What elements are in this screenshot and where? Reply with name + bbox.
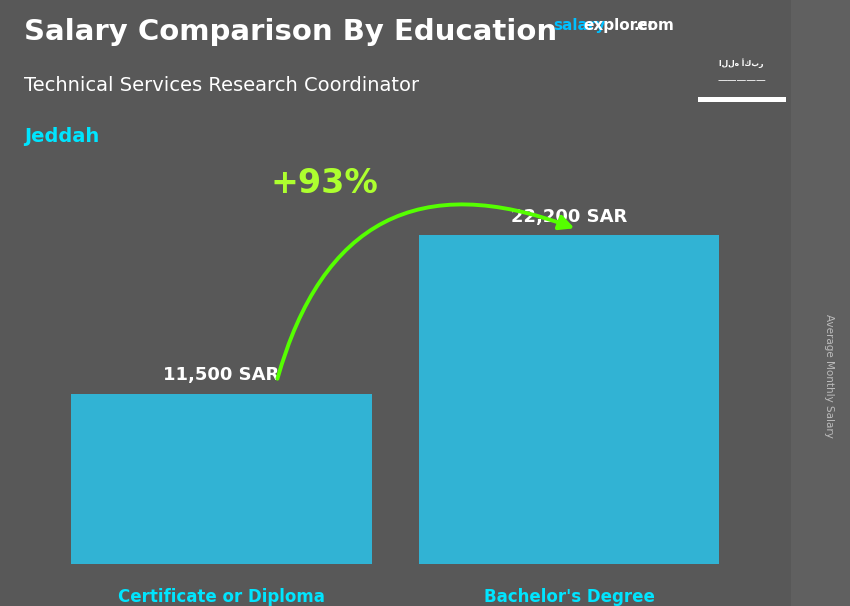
Text: Technical Services Research Coordinator: Technical Services Research Coordinator	[24, 76, 419, 95]
FancyArrowPatch shape	[277, 204, 570, 379]
Text: —————: —————	[717, 75, 766, 85]
Text: salary: salary	[553, 18, 606, 33]
Text: .com: .com	[634, 18, 675, 33]
Text: Average Monthly Salary: Average Monthly Salary	[824, 314, 834, 438]
FancyBboxPatch shape	[698, 97, 785, 102]
Text: الله أكبر: الله أكبر	[719, 58, 764, 68]
Text: 22,200 SAR: 22,200 SAR	[511, 208, 627, 226]
Text: Bachelor's Degree: Bachelor's Degree	[484, 588, 654, 606]
FancyBboxPatch shape	[419, 235, 719, 564]
FancyBboxPatch shape	[71, 393, 371, 564]
Text: +93%: +93%	[270, 167, 378, 201]
FancyBboxPatch shape	[0, 0, 790, 606]
Text: Jeddah: Jeddah	[24, 127, 99, 146]
Text: explorer: explorer	[583, 18, 655, 33]
Text: Salary Comparison By Education: Salary Comparison By Education	[24, 18, 557, 46]
Text: 11,500 SAR: 11,500 SAR	[163, 367, 280, 384]
Text: Certificate or Diploma: Certificate or Diploma	[118, 588, 325, 606]
